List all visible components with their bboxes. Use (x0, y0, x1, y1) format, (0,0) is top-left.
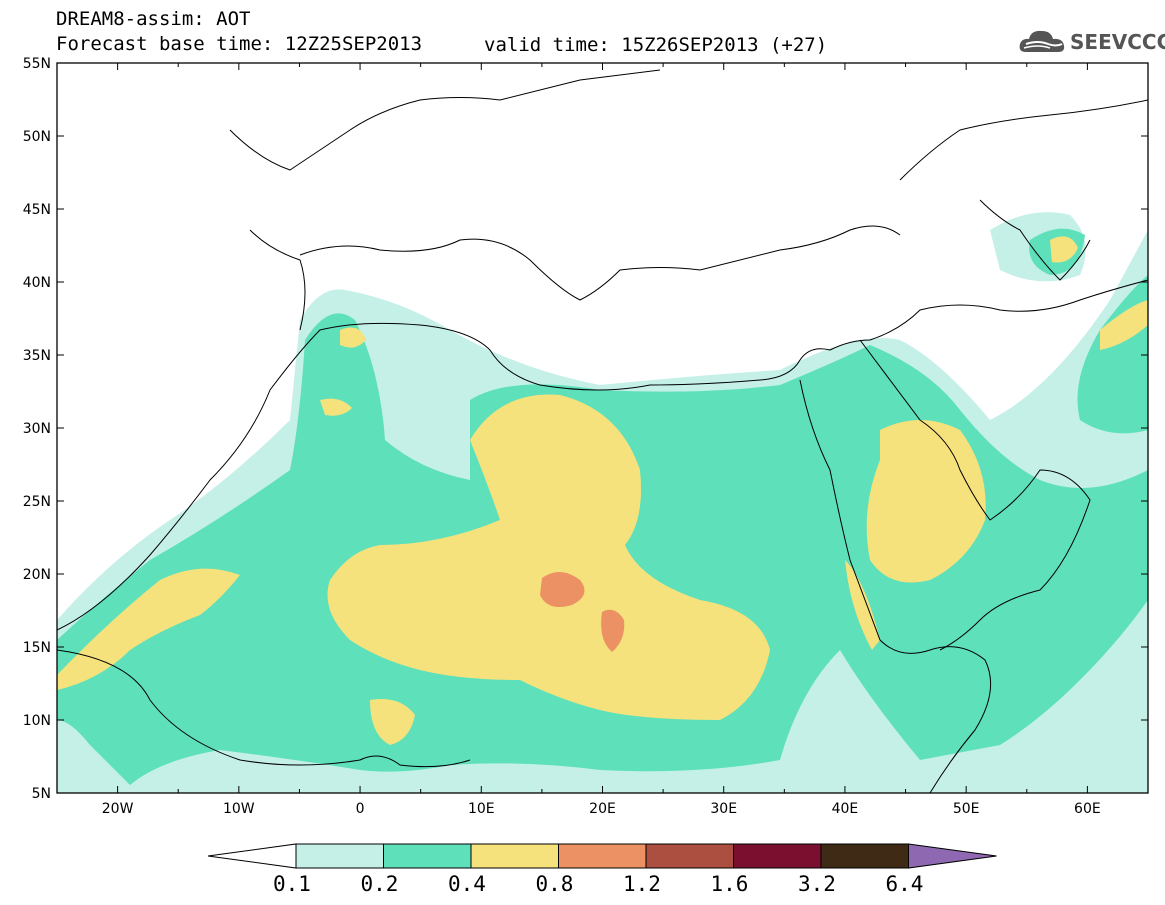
lat-tick-label: 35N (23, 348, 51, 364)
lat-tick-label: 15N (23, 640, 51, 656)
colorbar-max-arrow (908, 843, 997, 869)
colorbar-label: 1.6 (710, 872, 749, 896)
lon-tick-label: 10E (468, 801, 495, 817)
lat-tick-label: 5N (32, 786, 51, 802)
lon-tick-label: 20W (102, 801, 134, 817)
colorbar-min-arrow (207, 843, 297, 869)
lon-tick-label: 0 (356, 801, 365, 817)
colorbar-label: 0.4 (448, 872, 486, 896)
lon-tick-label: 30E (710, 801, 737, 817)
colorbar-segment (295, 843, 384, 869)
map-title: DREAM8-assim: AOT (56, 8, 251, 30)
lat-tick-label: 45N (23, 202, 51, 218)
valid-time: valid time: 15Z26SEP2013 (+27) (484, 34, 828, 56)
lon-tick-label: 10W (223, 801, 255, 817)
lat-tick-label: 25N (23, 494, 51, 510)
colorbar-label: 0.1 (273, 872, 311, 896)
lat-tick-label: 40N (23, 275, 51, 291)
colorbar-label: 1.2 (623, 872, 661, 896)
forecast-base-time: Forecast base time: 12Z25SEP2013 (56, 33, 423, 55)
colorbar (207, 843, 997, 869)
colorbar-segment (470, 843, 559, 869)
colorbar-segment (645, 843, 734, 869)
colorbar-segment (733, 843, 822, 869)
colorbar-label: 3.2 (798, 872, 836, 896)
lon-tick-label: 50E (953, 801, 980, 817)
seevccc-logo: SEEVCCC (1018, 24, 1165, 58)
colorbar-segment (820, 843, 909, 869)
aot-fill-layer (57, 212, 1148, 793)
lat-tick-label: 30N (23, 421, 51, 437)
coastlines (57, 69, 1148, 793)
lat-tick-label: 20N (23, 567, 51, 583)
lat-tick-label: 55N (23, 56, 51, 72)
lon-tick-label: 60E (1074, 801, 1101, 817)
longitude-axis: 20W 10W 0 10E 20E 30E 40E 50E 60E (56, 63, 1149, 817)
latitude-axis: 55N 50N 45N 40N 35N 30N 25N 20N 15N 10N 5N (23, 56, 1148, 802)
lat-tick-label: 50N (23, 129, 51, 145)
colorbar-segment (383, 843, 472, 869)
lat-tick-label: 10N (23, 713, 51, 729)
colorbar-label: 0.8 (535, 872, 574, 896)
lon-tick-label: 20E (589, 801, 616, 817)
cloud-icon (1019, 30, 1065, 52)
logo-text: SEEVCCC (1070, 30, 1165, 54)
lon-tick-label: 40E (832, 801, 859, 817)
colorbar-label: 0.2 (360, 872, 399, 896)
colorbar-label: 6.4 (885, 872, 924, 896)
colorbar-segment (558, 843, 647, 869)
